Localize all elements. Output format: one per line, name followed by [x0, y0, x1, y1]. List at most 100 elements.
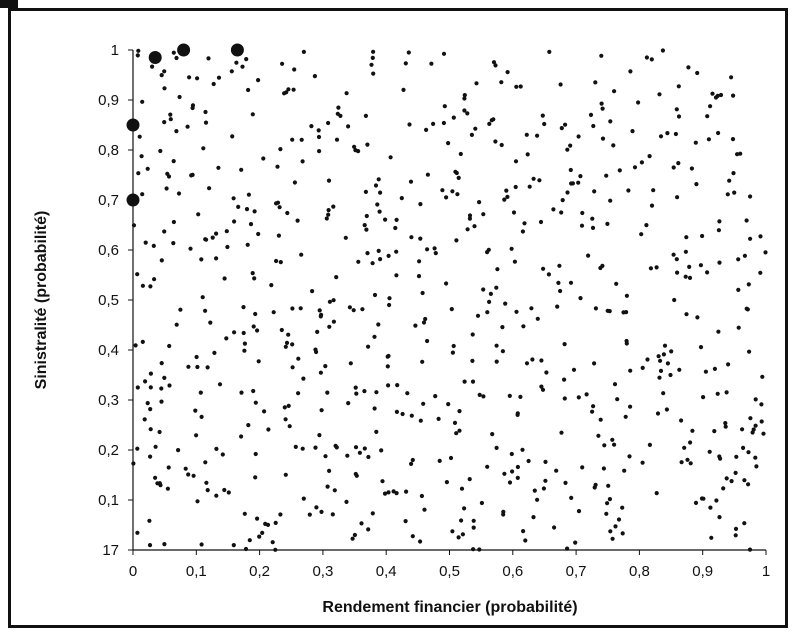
scatter-point	[446, 402, 451, 407]
scatter-point	[748, 236, 753, 241]
scatter-point	[729, 75, 734, 80]
scatter-point	[499, 142, 504, 148]
scatter-point	[649, 57, 654, 62]
scatter-point	[455, 192, 460, 197]
scatter-point	[725, 192, 730, 197]
scatter-point	[186, 364, 191, 369]
scatter-point	[716, 228, 722, 233]
scatter-point	[283, 417, 288, 422]
scatter-point	[298, 306, 303, 311]
scatter-point	[190, 172, 195, 177]
scatter-point	[250, 271, 255, 276]
scatter-point	[387, 302, 392, 308]
scatter-point	[684, 235, 689, 240]
scatter-point	[718, 456, 723, 461]
scatter-point	[260, 530, 265, 536]
scatter-point	[592, 361, 597, 366]
scatter-point	[299, 252, 304, 257]
scatter-point	[362, 389, 367, 394]
scatter-point	[236, 204, 241, 209]
scatter-point	[253, 311, 258, 317]
scatter-point	[212, 350, 217, 355]
scatter-point	[346, 401, 351, 406]
scatter-point	[399, 196, 404, 201]
scatter-point	[576, 134, 581, 139]
scatter-point	[164, 186, 169, 191]
scatter-point	[310, 289, 315, 294]
scatter-point	[470, 379, 476, 384]
scatter-point	[171, 241, 176, 246]
scatter-point	[590, 216, 595, 221]
scatter-point	[326, 212, 331, 217]
scatter-point	[319, 408, 324, 413]
scatter-point	[286, 332, 291, 337]
scatter-point	[524, 132, 529, 137]
scatter-point	[600, 136, 606, 141]
scatter-point	[547, 49, 552, 55]
scatter-point	[203, 460, 208, 465]
scatter-point	[717, 260, 722, 265]
scatter-point	[716, 130, 721, 136]
scatter-point	[256, 359, 261, 364]
scatter-point	[607, 497, 613, 502]
scatter-point	[471, 525, 476, 530]
scatter-point	[529, 306, 534, 311]
scatter-point	[276, 233, 281, 238]
scatter-point	[347, 305, 352, 310]
scatter-point	[174, 55, 179, 61]
scatter-point	[671, 165, 676, 170]
scatter-point	[748, 416, 753, 421]
scatter-point	[687, 275, 693, 280]
scatter-point	[586, 253, 591, 258]
scatter-point	[560, 198, 565, 203]
scatter-point	[593, 306, 599, 311]
scatter-point	[462, 108, 467, 113]
scatter-point	[539, 358, 544, 363]
scatter-point	[736, 257, 741, 262]
scatter-point	[159, 73, 164, 78]
scatter-point	[325, 390, 330, 395]
scatter-point	[376, 322, 381, 327]
scatter-point	[246, 423, 251, 428]
scatter-point	[717, 219, 722, 224]
scatter-point	[353, 445, 359, 450]
scatter-point	[651, 188, 656, 193]
scatter-point	[257, 534, 262, 539]
scatter-point	[514, 309, 519, 314]
scatter-point	[563, 122, 568, 127]
scatter-point	[715, 391, 720, 396]
scatter-point	[255, 328, 260, 333]
scatter-point	[675, 270, 680, 275]
scatter-point	[245, 242, 250, 247]
scatter-point	[183, 466, 188, 471]
scatter-point	[724, 476, 729, 481]
scatter-point	[135, 446, 140, 451]
scatter-point	[559, 430, 564, 435]
scatter-point	[688, 461, 693, 466]
scatter-point	[620, 505, 625, 510]
scatter-point	[716, 329, 721, 334]
scatter-point	[602, 443, 607, 448]
scatter-point	[203, 120, 209, 125]
x-tick-label: 0,6	[502, 563, 523, 580]
scatter-point	[759, 402, 764, 407]
scatter-point	[470, 332, 475, 337]
scatter-point	[242, 341, 247, 346]
scatter-point	[162, 375, 167, 380]
scatter-point	[222, 276, 227, 281]
scatter-point	[317, 149, 322, 154]
scatter-point	[568, 167, 573, 173]
scatter-point	[679, 418, 684, 423]
scatter-point	[679, 460, 684, 465]
scatter-point	[360, 307, 365, 312]
scatter-point	[316, 128, 321, 133]
scatter-point	[684, 312, 689, 317]
scatter-point	[723, 424, 728, 429]
scatter-point	[205, 488, 210, 493]
scatter-point	[541, 486, 547, 491]
scatter-point	[487, 121, 492, 126]
scatter-point	[366, 344, 371, 349]
scatter-point	[615, 397, 620, 402]
scatter-point	[639, 160, 645, 165]
scatter-point	[569, 495, 574, 500]
